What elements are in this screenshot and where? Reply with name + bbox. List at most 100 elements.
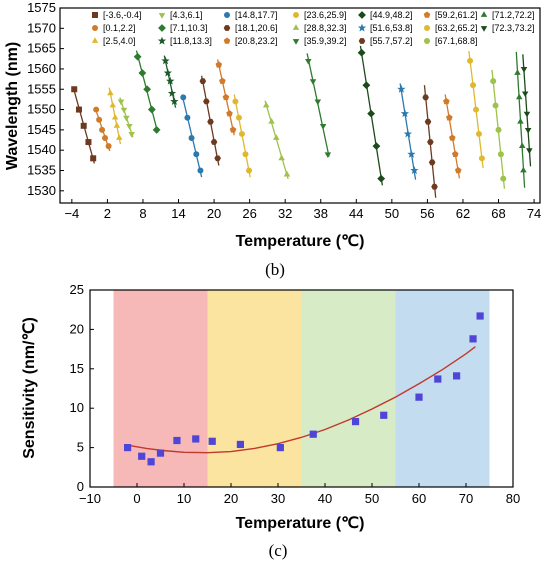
- data-point: [99, 126, 106, 133]
- sensitivity-point: [147, 458, 155, 466]
- legend-marker: [358, 11, 366, 19]
- sensitivity-point: [380, 411, 388, 419]
- data-point: [449, 134, 456, 141]
- legend-marker: [224, 12, 230, 18]
- y-tick-label: 5: [77, 440, 84, 455]
- data-point: [166, 76, 175, 85]
- legend-item: [0.1,2.2]: [92, 23, 136, 33]
- data-point: [518, 142, 526, 148]
- data-point: [138, 69, 147, 77]
- sensitivity-point: [208, 437, 216, 445]
- legend-label: [-3.6,-0.4]: [103, 10, 142, 20]
- x-tick-label: −10: [79, 491, 101, 506]
- plot-frame-b: [59, 7, 541, 204]
- sensitivity-point: [276, 444, 284, 452]
- data-point: [123, 115, 130, 122]
- x-tick-label: 0: [133, 491, 140, 506]
- data-point: [473, 106, 479, 113]
- data-point: [116, 134, 123, 140]
- legend-marker: [223, 25, 231, 31]
- data-point: [197, 167, 204, 174]
- data-point: [514, 69, 521, 75]
- data-point: [520, 67, 528, 73]
- x-tick-label: 62: [456, 206, 470, 221]
- x-tick-label: 70: [459, 491, 473, 506]
- series-[4.3,6.1]: [117, 97, 135, 138]
- legend-label: [71.2,72.2]: [492, 10, 535, 20]
- legend-label: [72.3,73.2]: [492, 23, 535, 33]
- y-tick-label: 0: [77, 479, 84, 494]
- y-axis-title: Wavelength (nm): [4, 42, 21, 170]
- legend-label: [67.1,68.8]: [435, 36, 478, 46]
- legend-label: [44.9,48.2]: [370, 10, 413, 20]
- y-axis-title: Sensitivity (nm/℃): [21, 317, 38, 459]
- sensitivity-point: [309, 430, 317, 438]
- legend-marker: [292, 24, 300, 30]
- sensitivity-point: [124, 444, 132, 452]
- data-point: [410, 166, 419, 175]
- data-point: [96, 116, 103, 123]
- data-point: [520, 166, 527, 173]
- sensitivity-point: [434, 375, 442, 383]
- legend-item: [71.2,72.2]: [480, 10, 535, 20]
- data-point: [113, 122, 121, 128]
- data-point: [117, 99, 125, 106]
- data-point: [219, 77, 226, 84]
- legend-label: [14.8,17.7]: [235, 10, 278, 20]
- sensitivity-point: [138, 452, 146, 460]
- legend-item: [14.8,17.7]: [224, 10, 278, 20]
- series-[2.5,4.0]: [107, 87, 123, 145]
- series-[44.9,48.2]: [357, 45, 386, 186]
- data-point: [357, 48, 366, 57]
- y-tick-label: 25: [70, 282, 84, 297]
- legend: [-3.6,-0.4] [0.1,2.2] [2.5,4.0] [4.3,6.1] [7…: [91, 10, 535, 46]
- sensitivity-point: [415, 393, 423, 401]
- panel-label-c: (c): [269, 541, 288, 560]
- legend-marker: [292, 39, 300, 45]
- x-tick-label: 40: [318, 491, 332, 506]
- series-[0.1,2.2]: [93, 106, 112, 152]
- legend-label: [20.8,23.2]: [235, 36, 278, 46]
- data-point: [180, 94, 187, 101]
- data-point: [467, 57, 474, 64]
- series-[63.2,65.2]: [467, 50, 485, 169]
- legend-label: [7.1,10.3]: [170, 23, 208, 33]
- sensitivity-point: [469, 335, 477, 343]
- data-point: [273, 134, 280, 140]
- series-[72.3,73.2]: [520, 54, 533, 167]
- sensitivity-point: [173, 436, 181, 445]
- plot-frame-c: [89, 289, 514, 488]
- data-point: [71, 86, 78, 93]
- x-tick-label: 2: [104, 206, 111, 221]
- series-[67.1,68.8]: [490, 69, 507, 189]
- x-axis-title: Temperature (℃): [236, 233, 365, 250]
- y-tick-label: 1550: [27, 102, 56, 117]
- legend-marker: [223, 37, 231, 44]
- data-point: [214, 155, 221, 162]
- sensitivity-point: [351, 417, 360, 426]
- data-point: [431, 183, 438, 190]
- data-point: [407, 149, 416, 158]
- data-point: [367, 109, 376, 118]
- legend-item: [28.8,32.3]: [292, 23, 347, 33]
- data-point: [372, 142, 381, 151]
- legend-marker: [92, 12, 98, 18]
- data-point: [167, 88, 177, 97]
- data-point: [314, 99, 322, 106]
- data-point: [215, 61, 223, 68]
- y-tick-label: 1535: [27, 163, 56, 178]
- series-[18.1,20.6]: [199, 75, 221, 166]
- data-point: [475, 130, 482, 137]
- temperature-band: [301, 290, 396, 487]
- data-point: [85, 139, 92, 146]
- data-point: [268, 118, 275, 124]
- data-point: [193, 151, 200, 158]
- data-point: [109, 101, 116, 108]
- legend-label: [59.2,61.2]: [435, 10, 478, 20]
- legend-marker: [158, 24, 166, 32]
- legend-marker: [424, 25, 430, 31]
- data-point: [362, 81, 371, 90]
- legend-marker: [357, 23, 367, 32]
- data-point: [454, 167, 462, 174]
- series-[28.8,32.3]: [262, 100, 291, 180]
